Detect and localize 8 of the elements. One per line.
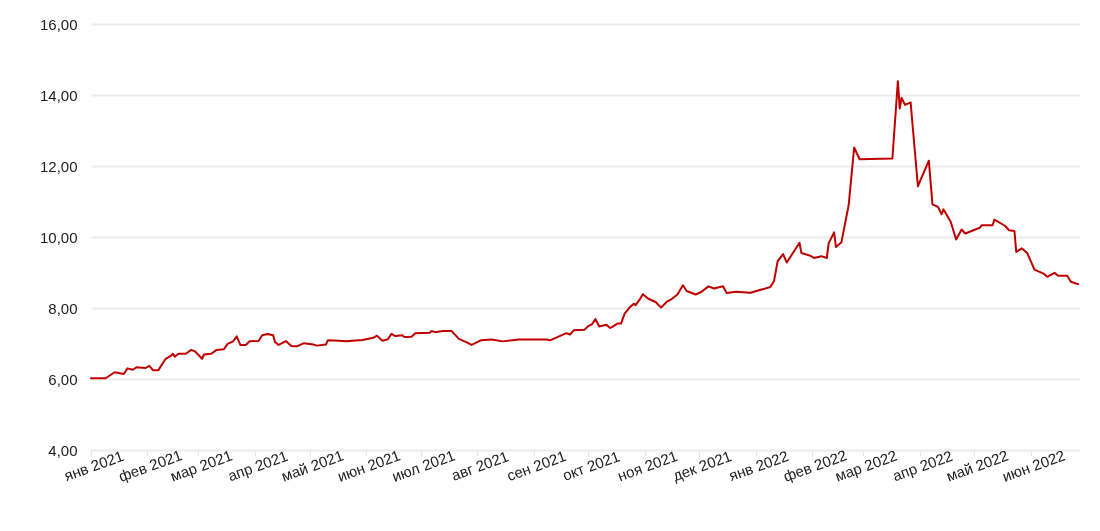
- y-tick-label: 12,00: [39, 157, 78, 175]
- line-series: [90, 80, 1080, 380]
- y-tick-label: 14,00: [39, 86, 78, 104]
- y-tick-label: 6,00: [48, 370, 78, 388]
- y-tick-label: 4,00: [48, 441, 78, 459]
- y-tick-label: 16,00: [39, 15, 78, 33]
- y-tick-label: 8,00: [48, 299, 78, 317]
- y-tick-label: 10,00: [39, 228, 78, 246]
